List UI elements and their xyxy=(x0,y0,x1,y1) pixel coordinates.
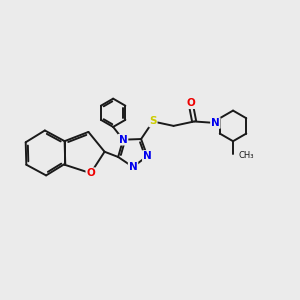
Text: O: O xyxy=(86,168,95,178)
Text: O: O xyxy=(186,98,195,108)
Text: N: N xyxy=(211,118,220,128)
Text: N: N xyxy=(143,151,152,161)
Text: N: N xyxy=(119,135,128,145)
Text: S: S xyxy=(149,116,157,127)
Text: N: N xyxy=(129,162,137,172)
Text: CH₃: CH₃ xyxy=(238,152,254,160)
